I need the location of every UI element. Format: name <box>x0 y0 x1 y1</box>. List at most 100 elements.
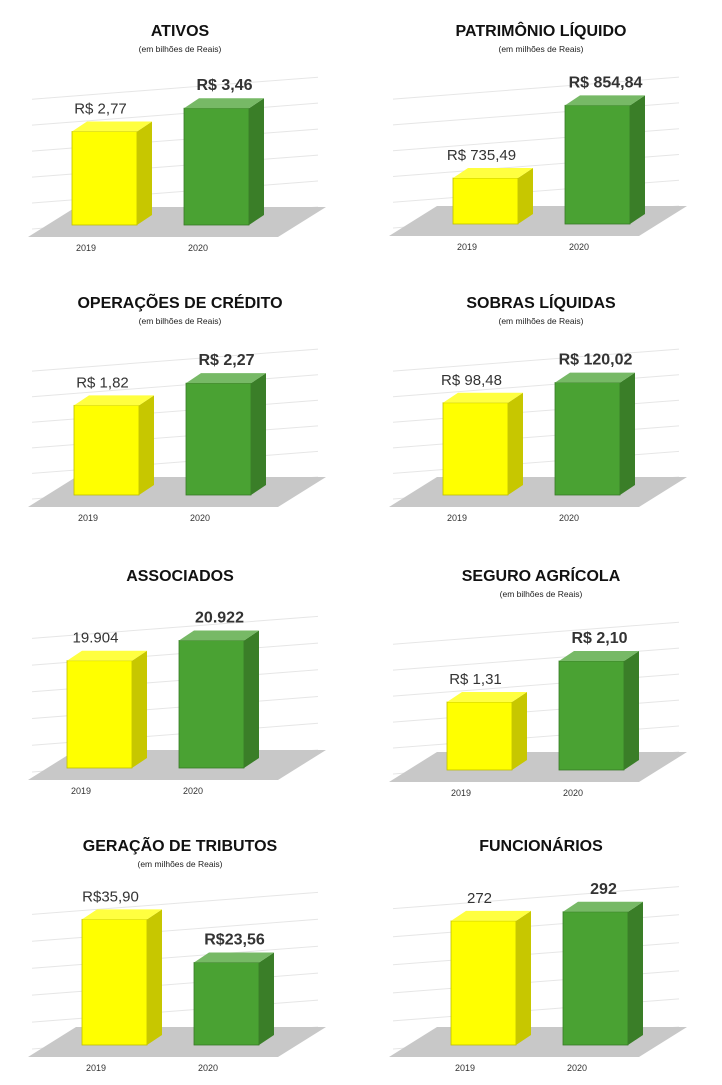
bar-2019-side <box>512 691 527 770</box>
chart-title: SOBRAS LÍQUIDAS <box>466 293 616 312</box>
value-label-2019: R$ 98,48 <box>441 372 502 389</box>
grid-line <box>392 374 680 398</box>
grid-line <box>31 891 319 915</box>
bar-2020-side <box>259 952 274 1045</box>
bar-2019-top <box>74 395 154 406</box>
bar-2019 <box>450 920 517 1046</box>
tick-label-2020: 2020 <box>569 242 589 252</box>
bar-2019 <box>442 402 509 496</box>
tick-label-2020: 2020 <box>567 1063 587 1073</box>
chart-panel-sobras-liquidas: SOBRAS LÍQUIDAS (em milhões de Reais) R$ 9… <box>361 272 722 542</box>
chart-floor <box>28 477 326 507</box>
bar-2019-top <box>443 392 523 403</box>
chart-subtitle: (em milhões de Reais) <box>137 859 222 869</box>
bar-2020-top <box>563 901 643 912</box>
tick-label-2020: 2020 <box>188 243 208 253</box>
chart-title: SEGURO AGRÍCOLA <box>462 566 621 585</box>
grid-line <box>392 425 680 449</box>
chart-panel-funcionarios: FUNCIONÁRIOS 272 2019 292 2020 <box>361 815 722 1085</box>
tick-label-2019: 2019 <box>78 513 98 523</box>
chart-panel-associados: ASSOCIADOS 19.904 2019 20.922 2020 <box>0 545 361 815</box>
chart-panel-operacoes-de-credito: OPERAÇÕES DE CRÉDITO (em bilhões de Reais… <box>0 272 361 542</box>
value-label-2019: R$ 2,77 <box>74 101 127 118</box>
bar-2020-side <box>630 95 645 224</box>
bar-2020 <box>183 107 250 226</box>
bar-2020 <box>564 104 631 225</box>
bar-2020 <box>562 911 629 1046</box>
value-label-2019: R$ 1,82 <box>76 374 129 391</box>
chart-floor <box>389 752 687 782</box>
grid-line <box>392 450 680 474</box>
bar-2020-top <box>179 630 259 641</box>
bar-2019-side <box>132 650 147 768</box>
chart-ativos: ATIVOS (em bilhões de Reais) R$ 2,77 2019 R$… <box>28 23 326 253</box>
grid-line <box>392 886 680 910</box>
chart-sobras-liquidas: SOBRAS LÍQUIDAS (em milhões de Reais) R$ 9… <box>389 293 687 523</box>
bar-2020-top <box>184 98 264 109</box>
bar-2019-side <box>518 168 533 224</box>
bar-2020 <box>185 382 252 496</box>
chart-subtitle: (em milhões de Reais) <box>498 316 583 326</box>
bar-2020-side <box>249 98 264 225</box>
tick-label-2020: 2020 <box>559 513 579 523</box>
value-label-2019: 272 <box>467 890 492 907</box>
value-label-2019: R$35,90 <box>82 888 139 905</box>
tick-label-2019: 2019 <box>86 1063 106 1073</box>
bar-2020 <box>178 640 245 769</box>
bar-2019-side <box>147 909 162 1045</box>
value-label-2020: R$ 120,02 <box>559 352 633 369</box>
chart-floor <box>389 477 687 507</box>
bar-2020-side <box>251 373 266 495</box>
chart-patrimonio-liquido: PATRIMÔNIO LÍQUIDO (em milhões de Reais) R… <box>389 21 687 252</box>
bar-2020-side <box>244 630 259 768</box>
grid-line <box>31 918 319 942</box>
tick-label-2019: 2019 <box>451 788 471 798</box>
tick-label-2019: 2019 <box>71 786 91 796</box>
bar-2019 <box>71 131 138 226</box>
bar-2019 <box>73 404 140 496</box>
value-label-2020: R$ 2,27 <box>198 352 254 369</box>
bar-2019 <box>66 660 133 769</box>
chart-funcionarios: FUNCIONÁRIOS 272 2019 292 2020 <box>389 836 687 1073</box>
value-label-2019: R$ 1,31 <box>449 671 502 688</box>
chart-panel-seguro-agricola: SEGURO AGRÍCOLA (em bilhões de Reais) R$ 1… <box>361 545 722 815</box>
bar-2020-top <box>565 95 645 106</box>
bar-2019-top <box>451 910 531 921</box>
bar-2020 <box>558 660 625 771</box>
bar-2019-side <box>137 121 152 225</box>
bar-2020-top <box>559 650 639 661</box>
chart-title: ASSOCIADOS <box>126 568 234 585</box>
bar-2019-side <box>516 910 531 1045</box>
value-label-2020: R$23,56 <box>204 932 265 949</box>
grid-line <box>31 102 319 126</box>
value-label-2020: 20.922 <box>195 609 244 626</box>
chart-geracao-de-tributos: GERAÇÃO DE TRIBUTOS (em milhões de Reais)… <box>28 835 326 1073</box>
value-label-2020: R$ 3,46 <box>196 77 252 94</box>
bar-2020-side <box>620 372 635 495</box>
grid-line <box>31 615 319 639</box>
chart-associados: ASSOCIADOS 19.904 2019 20.922 2020 <box>28 568 326 796</box>
chart-title: ATIVOS <box>151 23 210 40</box>
chart-panel-ativos: ATIVOS (em bilhões de Reais) R$ 2,77 2019 R$… <box>0 0 361 270</box>
bar-2019 <box>452 177 519 225</box>
value-label-2020: R$ 2,10 <box>571 630 627 647</box>
chart-floor <box>28 1027 326 1057</box>
chart-subtitle: (em bilhões de Reais) <box>500 589 583 599</box>
grid-line <box>31 999 319 1023</box>
grid-line <box>31 945 319 969</box>
tick-label-2020: 2020 <box>190 513 210 523</box>
chart-title: OPERAÇÕES DE CRÉDITO <box>77 292 282 312</box>
tick-label-2019: 2019 <box>455 1063 475 1073</box>
tick-label-2020: 2020 <box>563 788 583 798</box>
tick-label-2019: 2019 <box>76 243 96 253</box>
bar-2019-top <box>447 691 527 702</box>
chart-title: FUNCIONÁRIOS <box>479 836 603 855</box>
bar-2019-side <box>139 395 154 495</box>
value-label-2019: 19.904 <box>73 630 119 647</box>
tick-label-2020: 2020 <box>183 786 203 796</box>
chart-subtitle: (em milhões de Reais) <box>498 44 583 54</box>
grid-line <box>392 76 680 100</box>
grid-line <box>392 621 680 645</box>
grid-line <box>31 972 319 996</box>
